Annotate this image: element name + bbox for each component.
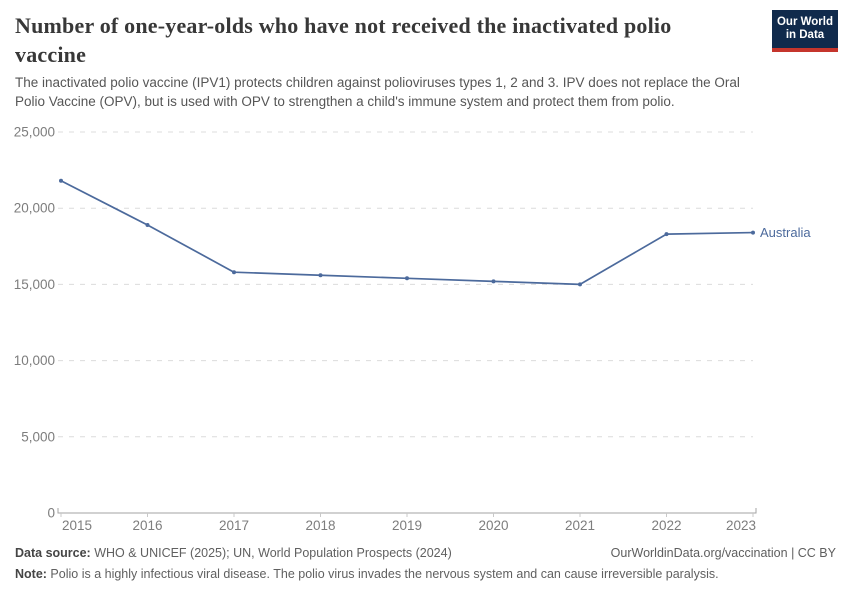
data-point	[405, 276, 409, 281]
line-chart-svg: 0 5,000 10,000 15,000 20,000 25,000 2015 2016 20…	[14, 125, 812, 534]
note-text: Note: Polio is a highly infectious viral…	[15, 567, 719, 581]
page-title: Number of one-year-olds who have not rec…	[15, 11, 765, 69]
data-point	[491, 279, 496, 284]
chart-footer: Data source: WHO & UNICEF (2025); UN, Wo…	[15, 546, 836, 582]
data-point	[751, 230, 755, 235]
data-source-text: Data source: WHO & UNICEF (2025); UN, Wo…	[15, 546, 452, 560]
data-point	[578, 282, 582, 287]
x-axis-tick-label: 2015	[62, 518, 92, 533]
x-axis-tick-label: 2020	[478, 518, 508, 533]
y-axis-tick-label: 15,000	[14, 277, 55, 292]
chart-subtitle: The inactivated polio vaccine (IPV1) pro…	[15, 73, 840, 111]
data-point	[145, 222, 150, 227]
data-point	[318, 273, 323, 278]
x-axis-tick-label: 2019	[392, 518, 422, 533]
data-point	[59, 178, 63, 183]
x-axis-tick-label: 2021	[565, 518, 595, 533]
series-label-australia: Australia	[760, 225, 811, 240]
chart-subtitle-line1: The inactivated polio vaccine (IPV1) pro…	[15, 75, 740, 90]
chart-subtitle-line2: Polio Vaccine (OPV), but is used with OP…	[15, 94, 675, 109]
owid-logo[interactable]: Our World in Data	[772, 10, 838, 52]
data-point	[232, 270, 236, 275]
x-axis-tick-label: 2022	[651, 518, 681, 533]
series-line-australia	[60, 180, 754, 286]
y-axis-tick-label: 10,000	[14, 353, 55, 368]
page-title-line2: vaccine	[15, 42, 87, 67]
note-label: Note:	[15, 567, 47, 581]
x-axis-tick-label: 2017	[219, 518, 249, 533]
x-axis-tick-label: 2023	[726, 518, 756, 533]
owid-link[interactable]: OurWorldinData.org/vaccination | CC BY	[610, 546, 836, 560]
y-axis-tick-label: 25,000	[14, 125, 55, 140]
x-axis-line	[57, 508, 757, 514]
owid-logo-line1: Our World	[776, 16, 833, 28]
data-source-label: Data source:	[15, 546, 91, 560]
owid-logo-line2: in Data	[785, 29, 825, 41]
x-axis-tick-label: 2018	[305, 518, 335, 533]
line-chart: 0 5,000 10,000 15,000 20,000 25,000 2015 2016 20…	[0, 100, 850, 545]
y-axis-tick-label: 0	[47, 506, 55, 521]
y-axis-tick-label: 20,000	[14, 201, 55, 216]
page-title-line1: Number of one-year-olds who have not rec…	[15, 13, 672, 38]
y-axis-tick-label: 5,000	[21, 429, 55, 444]
x-axis-tick-label: 2016	[132, 518, 162, 533]
data-point	[664, 232, 669, 237]
